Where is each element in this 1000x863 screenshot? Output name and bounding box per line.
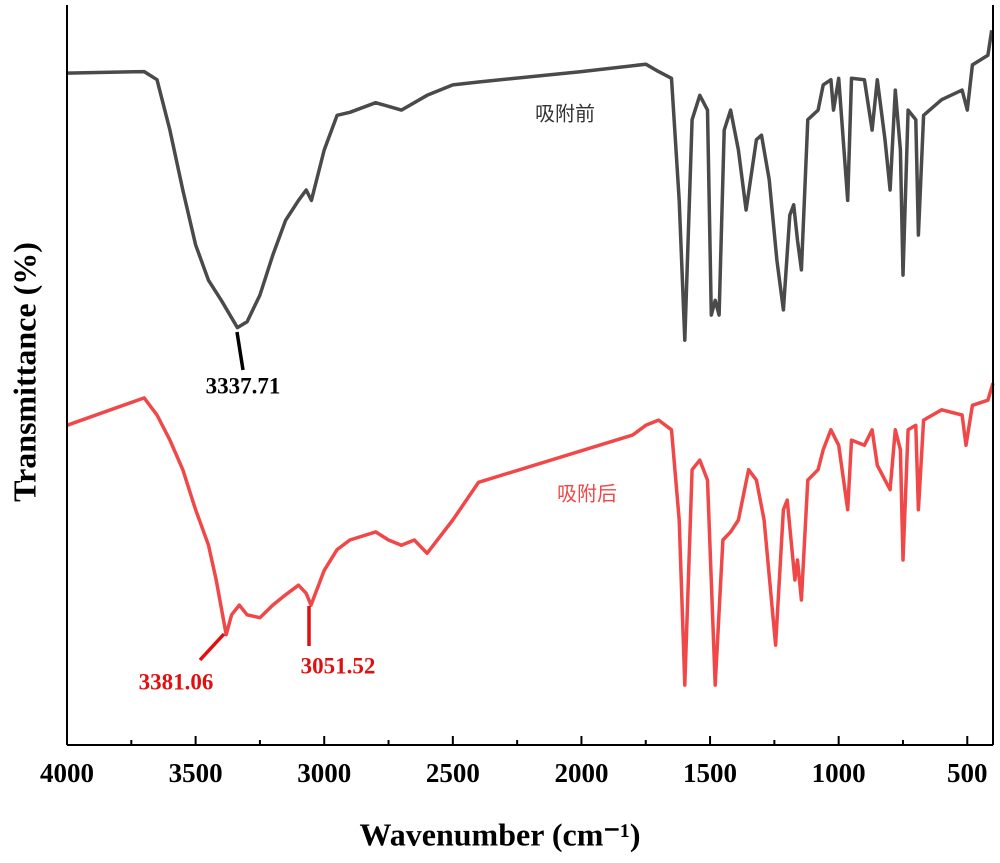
x-tick-label: 500 — [947, 758, 988, 788]
y-axis-label: Transmittance (%) — [6, 242, 42, 502]
annotation: 3337.71 — [206, 373, 281, 398]
x-tick-label: 2000 — [554, 758, 608, 788]
x-tick-label: 1500 — [683, 758, 737, 788]
x-tick-label: 3000 — [297, 758, 351, 788]
annotation-leader — [235, 331, 245, 371]
series-label: 吸附前 — [535, 102, 595, 126]
annotation: 3051.52 — [301, 653, 376, 678]
x-tick-label: 1000 — [812, 758, 866, 788]
x-tick-label: 3500 — [169, 758, 223, 788]
series-label: 吸附后 — [557, 482, 617, 506]
x-axis-label: Wavenumber (cm⁻¹) — [360, 816, 641, 852]
annotation-leader — [198, 632, 226, 662]
spectrum-line — [66, 29, 994, 342]
spectrum-line — [66, 382, 995, 687]
x-tick-label: 4000 — [40, 758, 94, 788]
x-tick-label: 2500 — [426, 758, 480, 788]
annotation: 3381.06 — [139, 669, 214, 694]
